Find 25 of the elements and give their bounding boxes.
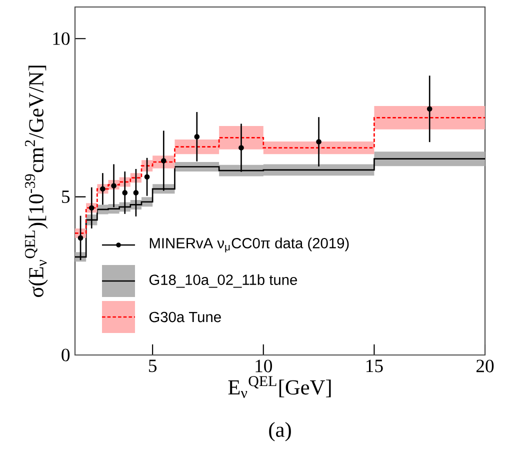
- text: (a): [269, 422, 291, 442]
- point: [88, 205, 94, 211]
- y-tick-label: 5: [62, 190, 70, 204]
- x-tick-label: 10: [256, 360, 272, 372]
- point: [426, 106, 432, 112]
- point: [122, 190, 128, 196]
- x-tick-label: 20: [476, 360, 494, 372]
- x-tick-label: 15: [366, 360, 383, 372]
- y-tick-label: 0: [62, 348, 70, 362]
- point: [100, 186, 106, 192]
- point: [316, 139, 322, 144]
- y-tick-label: 10: [53, 32, 70, 45]
- y-axis-title: σ(E$_{ν}$$^{QEL}$)[10$^{-39}$cm$^{2}$/GeV/N]: [25, 66, 48, 298]
- x-axis-title: E$_{ν}$$^{QEL}$[GeV]: [228, 376, 331, 398]
- point: [238, 145, 244, 150]
- point: [194, 134, 200, 140]
- legend-label: G18_10a_02_11b tune: [149, 274, 298, 288]
- point: [133, 190, 139, 196]
- x-tick-label: 5: [148, 360, 157, 372]
- point: [160, 158, 166, 164]
- point: [144, 174, 150, 180]
- point: [78, 235, 84, 241]
- legend-label: MINERvA ν$_{μ}$CC0π data (2019): [150, 238, 349, 252]
- legend-label: G30a Tune: [149, 312, 221, 322]
- point: [111, 183, 116, 188]
